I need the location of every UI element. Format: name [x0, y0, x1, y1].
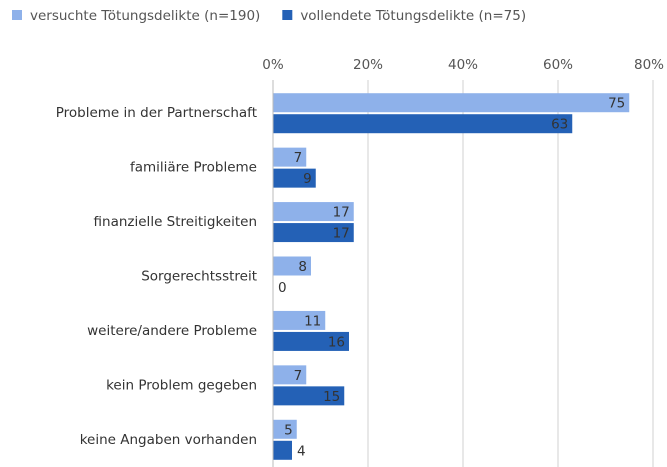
bar — [273, 147, 307, 167]
data-label: 16 — [328, 334, 345, 350]
category-label: Sorgerechtsstreit — [141, 269, 257, 285]
category-label: finanzielle Streitigkeiten — [94, 214, 257, 230]
data-label: 17 — [333, 226, 350, 242]
bar — [273, 386, 345, 406]
x-tick-label: 80% — [634, 57, 664, 73]
data-label: 7 — [294, 150, 303, 166]
x-tick-label: 60% — [543, 57, 573, 73]
bar — [273, 331, 349, 351]
data-label: 0 — [278, 280, 287, 296]
legend-swatch — [282, 10, 293, 20]
x-tick-label: 40% — [448, 57, 478, 73]
bar — [273, 440, 292, 460]
data-label: 5 — [284, 422, 293, 438]
data-label: 7 — [294, 368, 303, 384]
bar — [273, 93, 630, 113]
bar — [273, 365, 307, 385]
bar — [273, 310, 326, 330]
data-label: 9 — [303, 171, 312, 187]
bar — [273, 202, 354, 222]
bar — [273, 114, 573, 134]
category-label: familiäre Probleme — [130, 160, 257, 176]
data-label: 15 — [323, 389, 340, 405]
category-label: keine Angaben vorhanden — [80, 432, 257, 448]
data-label: 8 — [298, 259, 307, 275]
x-tick-label: 20% — [353, 57, 383, 73]
data-label: 11 — [304, 313, 321, 329]
bar — [273, 223, 354, 243]
legend-label: versuchte Tötungsdelikte (n=190) — [30, 8, 260, 24]
bar — [273, 419, 297, 439]
legend-swatch — [12, 10, 22, 20]
data-label: 17 — [333, 205, 350, 221]
bar — [273, 256, 311, 276]
x-tick-label: 0% — [262, 57, 284, 73]
data-label: 63 — [551, 117, 568, 133]
legend-label: vollendete Tötungsdelikte (n=75) — [300, 8, 526, 24]
category-label: Probleme in der Partnerschaft — [56, 105, 257, 121]
category-label: weitere/andere Probleme — [87, 323, 257, 339]
data-label: 4 — [297, 443, 306, 459]
bar — [273, 168, 316, 188]
category-label: kein Problem gegeben — [106, 377, 257, 393]
data-label: 75 — [608, 96, 625, 112]
